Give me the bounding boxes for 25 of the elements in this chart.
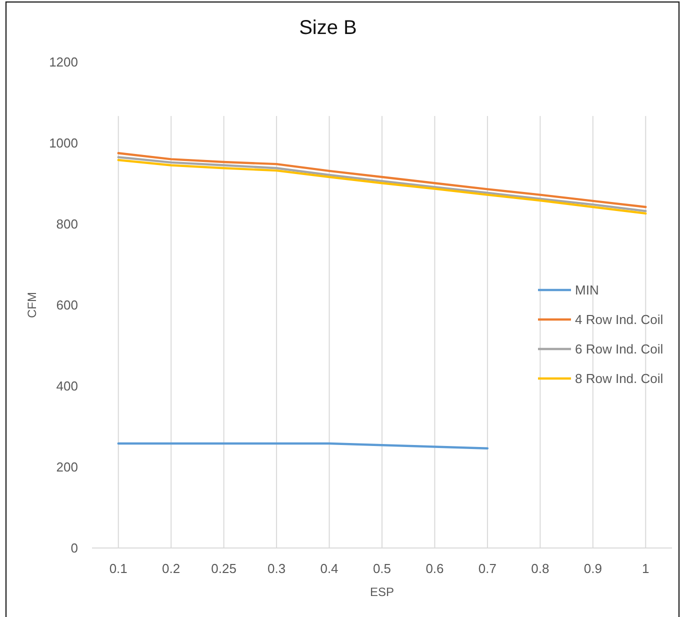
legend-label: 8 Row Ind. Coil <box>575 371 664 386</box>
y-tick-label: 1200 <box>49 54 78 70</box>
x-tick-label: 0.3 <box>268 561 286 576</box>
y-tick-label: 200 <box>56 460 78 475</box>
legend-label: 4 Row Ind. Coil <box>575 312 664 328</box>
y-tick-label: 0 <box>70 540 78 556</box>
x-tick-label: 0.1 <box>109 561 128 576</box>
x-tick-label: 0.9 <box>584 561 602 576</box>
x-tick-label: 0.5 <box>372 561 392 576</box>
x-tick-label: 0.2 <box>162 561 180 576</box>
x-tick-label: 0.25 <box>211 561 236 576</box>
y-tick-label: 400 <box>56 378 78 394</box>
y-tick-label: 1000 <box>49 136 78 151</box>
x-axis-title: ESP <box>370 585 394 599</box>
y-tick-label: 800 <box>56 216 78 232</box>
x-tick-label: 1 <box>642 561 650 576</box>
legend-label: 6 Row Ind. Coil <box>575 342 664 357</box>
x-tick-label: 0.6 <box>426 561 444 576</box>
y-axis-title: CFM <box>25 292 39 318</box>
legend-label: MIN <box>575 282 599 298</box>
x-tick-label: 0.7 <box>478 561 496 576</box>
y-tick-label: 600 <box>56 298 78 313</box>
x-tick-label: 0.4 <box>320 561 338 576</box>
x-tick-label: 0.8 <box>531 561 550 576</box>
chart-title: Size B <box>299 17 357 39</box>
